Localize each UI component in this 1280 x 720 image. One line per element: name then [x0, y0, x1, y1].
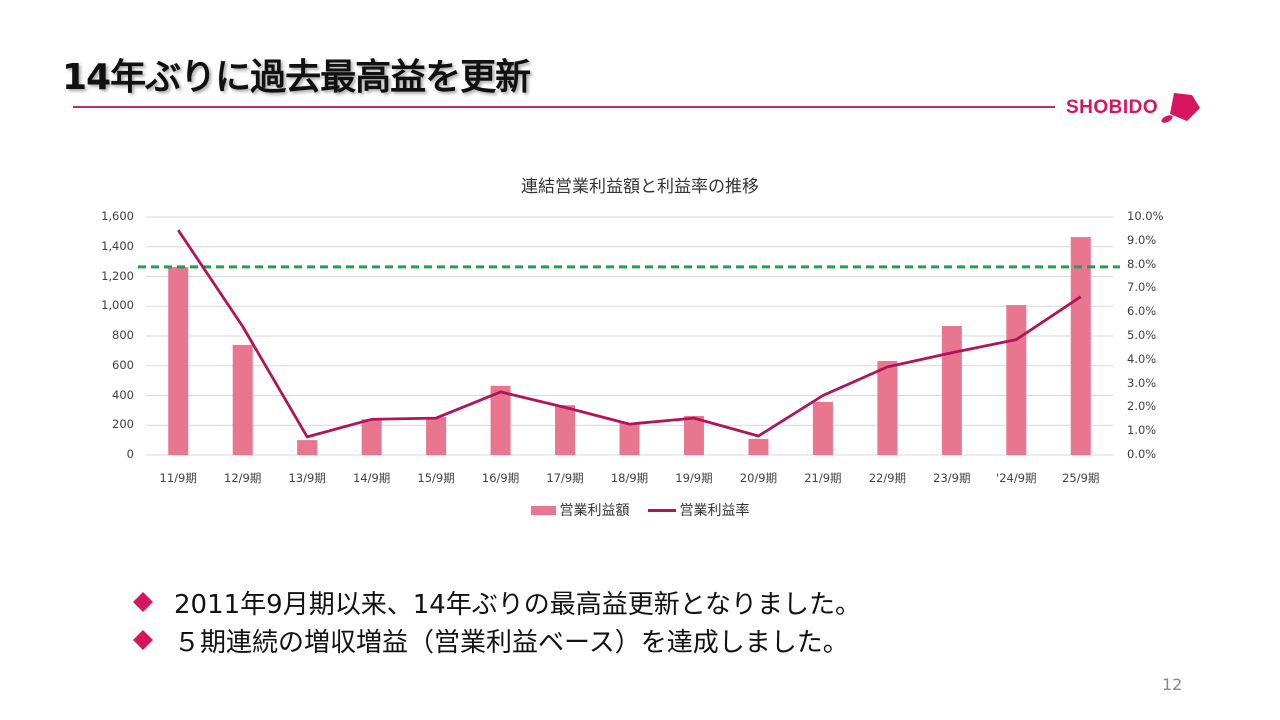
chart-title: 連結営業利益額と利益率の推移	[521, 177, 759, 197]
x-tick-label: 18/9期	[610, 471, 649, 485]
x-tick-label: 16/9期	[481, 471, 520, 485]
right-tick-label: 0.0%	[1127, 447, 1157, 461]
x-tick-label: 20/9期	[739, 471, 778, 485]
left-tick-label: 1,400	[101, 238, 134, 253]
right-tick-label: 4.0%	[1127, 351, 1157, 366]
right-tick-label: 3.0%	[1127, 375, 1157, 390]
left-tick-label: 600	[112, 357, 134, 372]
bar	[361, 419, 382, 455]
title-underline	[73, 106, 1055, 108]
bar	[748, 438, 769, 455]
legend-label: 営業利益額	[559, 503, 630, 519]
right-tick-label: 2.0%	[1127, 399, 1157, 414]
bar	[232, 344, 253, 455]
legend-label: 営業利益率	[679, 503, 750, 519]
bar	[619, 423, 640, 455]
bullet-text: 2011年9月期以来、14年ぶりの最高益更新となりました。	[174, 589, 862, 620]
right-tick-label: 10.0%	[1127, 209, 1164, 223]
slide-title: 14年ぶりに過去最高益を更新	[62, 57, 531, 98]
chart-legend: 営業利益額 営業利益率	[0, 500, 1280, 520]
bar	[683, 416, 704, 455]
bar	[941, 326, 962, 455]
x-tick-label: 23/9期	[933, 471, 971, 485]
right-tick-label: 5.0%	[1127, 328, 1157, 342]
brand-name: SHOBIDO	[1066, 97, 1159, 118]
left-tick-label: 800	[112, 328, 134, 342]
legend-item-line: 営業利益率	[647, 500, 750, 520]
page-number: 12	[1162, 675, 1183, 694]
bar	[877, 360, 898, 455]
x-tick-label: 12/9期	[224, 471, 262, 485]
bar	[1006, 305, 1027, 455]
legend-bar-swatch	[530, 505, 556, 515]
x-tick-label: 17/9期	[546, 471, 584, 485]
x-tick-label: '24/9期	[996, 471, 1037, 485]
x-tick-label: 22/9期	[868, 471, 907, 485]
x-tick-label: 19/9期	[675, 471, 713, 485]
right-tick-label: 1.0%	[1127, 423, 1157, 438]
x-tick-label: 25/9期	[1062, 471, 1100, 485]
right-tick-label: 7.0%	[1127, 280, 1157, 295]
left-tick-label: 1,200	[101, 268, 134, 283]
left-tick-label: 1,000	[101, 298, 134, 313]
bar	[297, 440, 318, 455]
bar	[812, 401, 833, 455]
right-tick-label: 8.0%	[1127, 256, 1157, 271]
legend-line-swatch	[647, 508, 676, 512]
diamond-icon	[130, 627, 156, 653]
legend-item-bar: 営業利益額	[530, 500, 630, 520]
bar	[426, 417, 447, 455]
left-tick-label: 1,600	[101, 209, 134, 223]
bar	[555, 405, 576, 455]
x-tick-label: 11/9期	[159, 471, 197, 485]
bullet-text: ５期連続の増収増益（営業利益ベース）を達成しました。	[174, 627, 849, 658]
brand-pentagon-icon	[1161, 93, 1201, 123]
bullet-item: 2011年9月期以来、14年ぶりの最高益更新となりました。	[130, 583, 861, 621]
x-tick-label: 14/9期	[352, 471, 391, 485]
bar	[1070, 237, 1091, 455]
bullet-item: ５期連続の増収増益（営業利益ベース）を達成しました。	[130, 621, 861, 659]
x-tick-label: 15/9期	[417, 471, 455, 485]
left-tick-label: 400	[112, 387, 134, 402]
brand-logo: SHOBIDO	[1066, 91, 1204, 125]
x-tick-label: 21/9期	[804, 471, 842, 485]
x-tick-label: 13/9期	[288, 471, 326, 485]
left-tick-label: 0	[126, 447, 134, 461]
bar	[490, 385, 511, 455]
margin-line	[177, 229, 1082, 439]
left-tick-label: 200	[112, 417, 134, 432]
right-tick-label: 6.0%	[1127, 304, 1157, 319]
bullet-list: 2011年9月期以来、14年ぶりの最高益更新となりました。 ５期連続の増収増益（…	[130, 583, 861, 659]
bar	[168, 267, 189, 455]
diamond-icon	[130, 589, 156, 615]
right-tick-label: 9.0%	[1127, 232, 1157, 247]
